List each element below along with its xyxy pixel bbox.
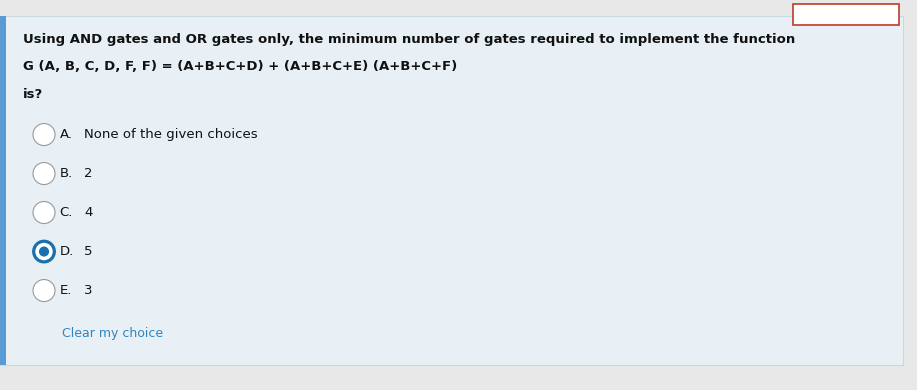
Text: 3: 3 [84,284,93,297]
Text: Clear my choice: Clear my choice [62,327,163,340]
Text: E.: E. [60,284,72,297]
Ellipse shape [33,163,55,184]
Text: None of the given choices: None of the given choices [84,128,258,141]
Ellipse shape [33,280,55,301]
Text: D.: D. [60,245,74,258]
Text: A.: A. [60,128,72,141]
FancyBboxPatch shape [793,4,899,25]
Text: is?: is? [23,88,43,101]
Ellipse shape [33,202,55,223]
Ellipse shape [33,124,55,145]
Text: B.: B. [60,167,72,180]
Ellipse shape [35,243,53,260]
Ellipse shape [39,246,50,257]
Bar [0,16,6,365]
Text: 5: 5 [84,245,93,258]
Ellipse shape [32,239,56,264]
Text: Using AND gates and OR gates only, the minimum number of gates required to imple: Using AND gates and OR gates only, the m… [23,33,795,46]
Text: 4: 4 [84,206,93,219]
Text: 2: 2 [84,167,93,180]
FancyBboxPatch shape [0,16,903,365]
Text: G (A, B, C, D, F, F) = (A+B+C+D) + (A+B+C+E) (A+B+C+F): G (A, B, C, D, F, F) = (A+B+C+D) + (A+B+… [23,60,458,73]
Text: C.: C. [60,206,73,219]
